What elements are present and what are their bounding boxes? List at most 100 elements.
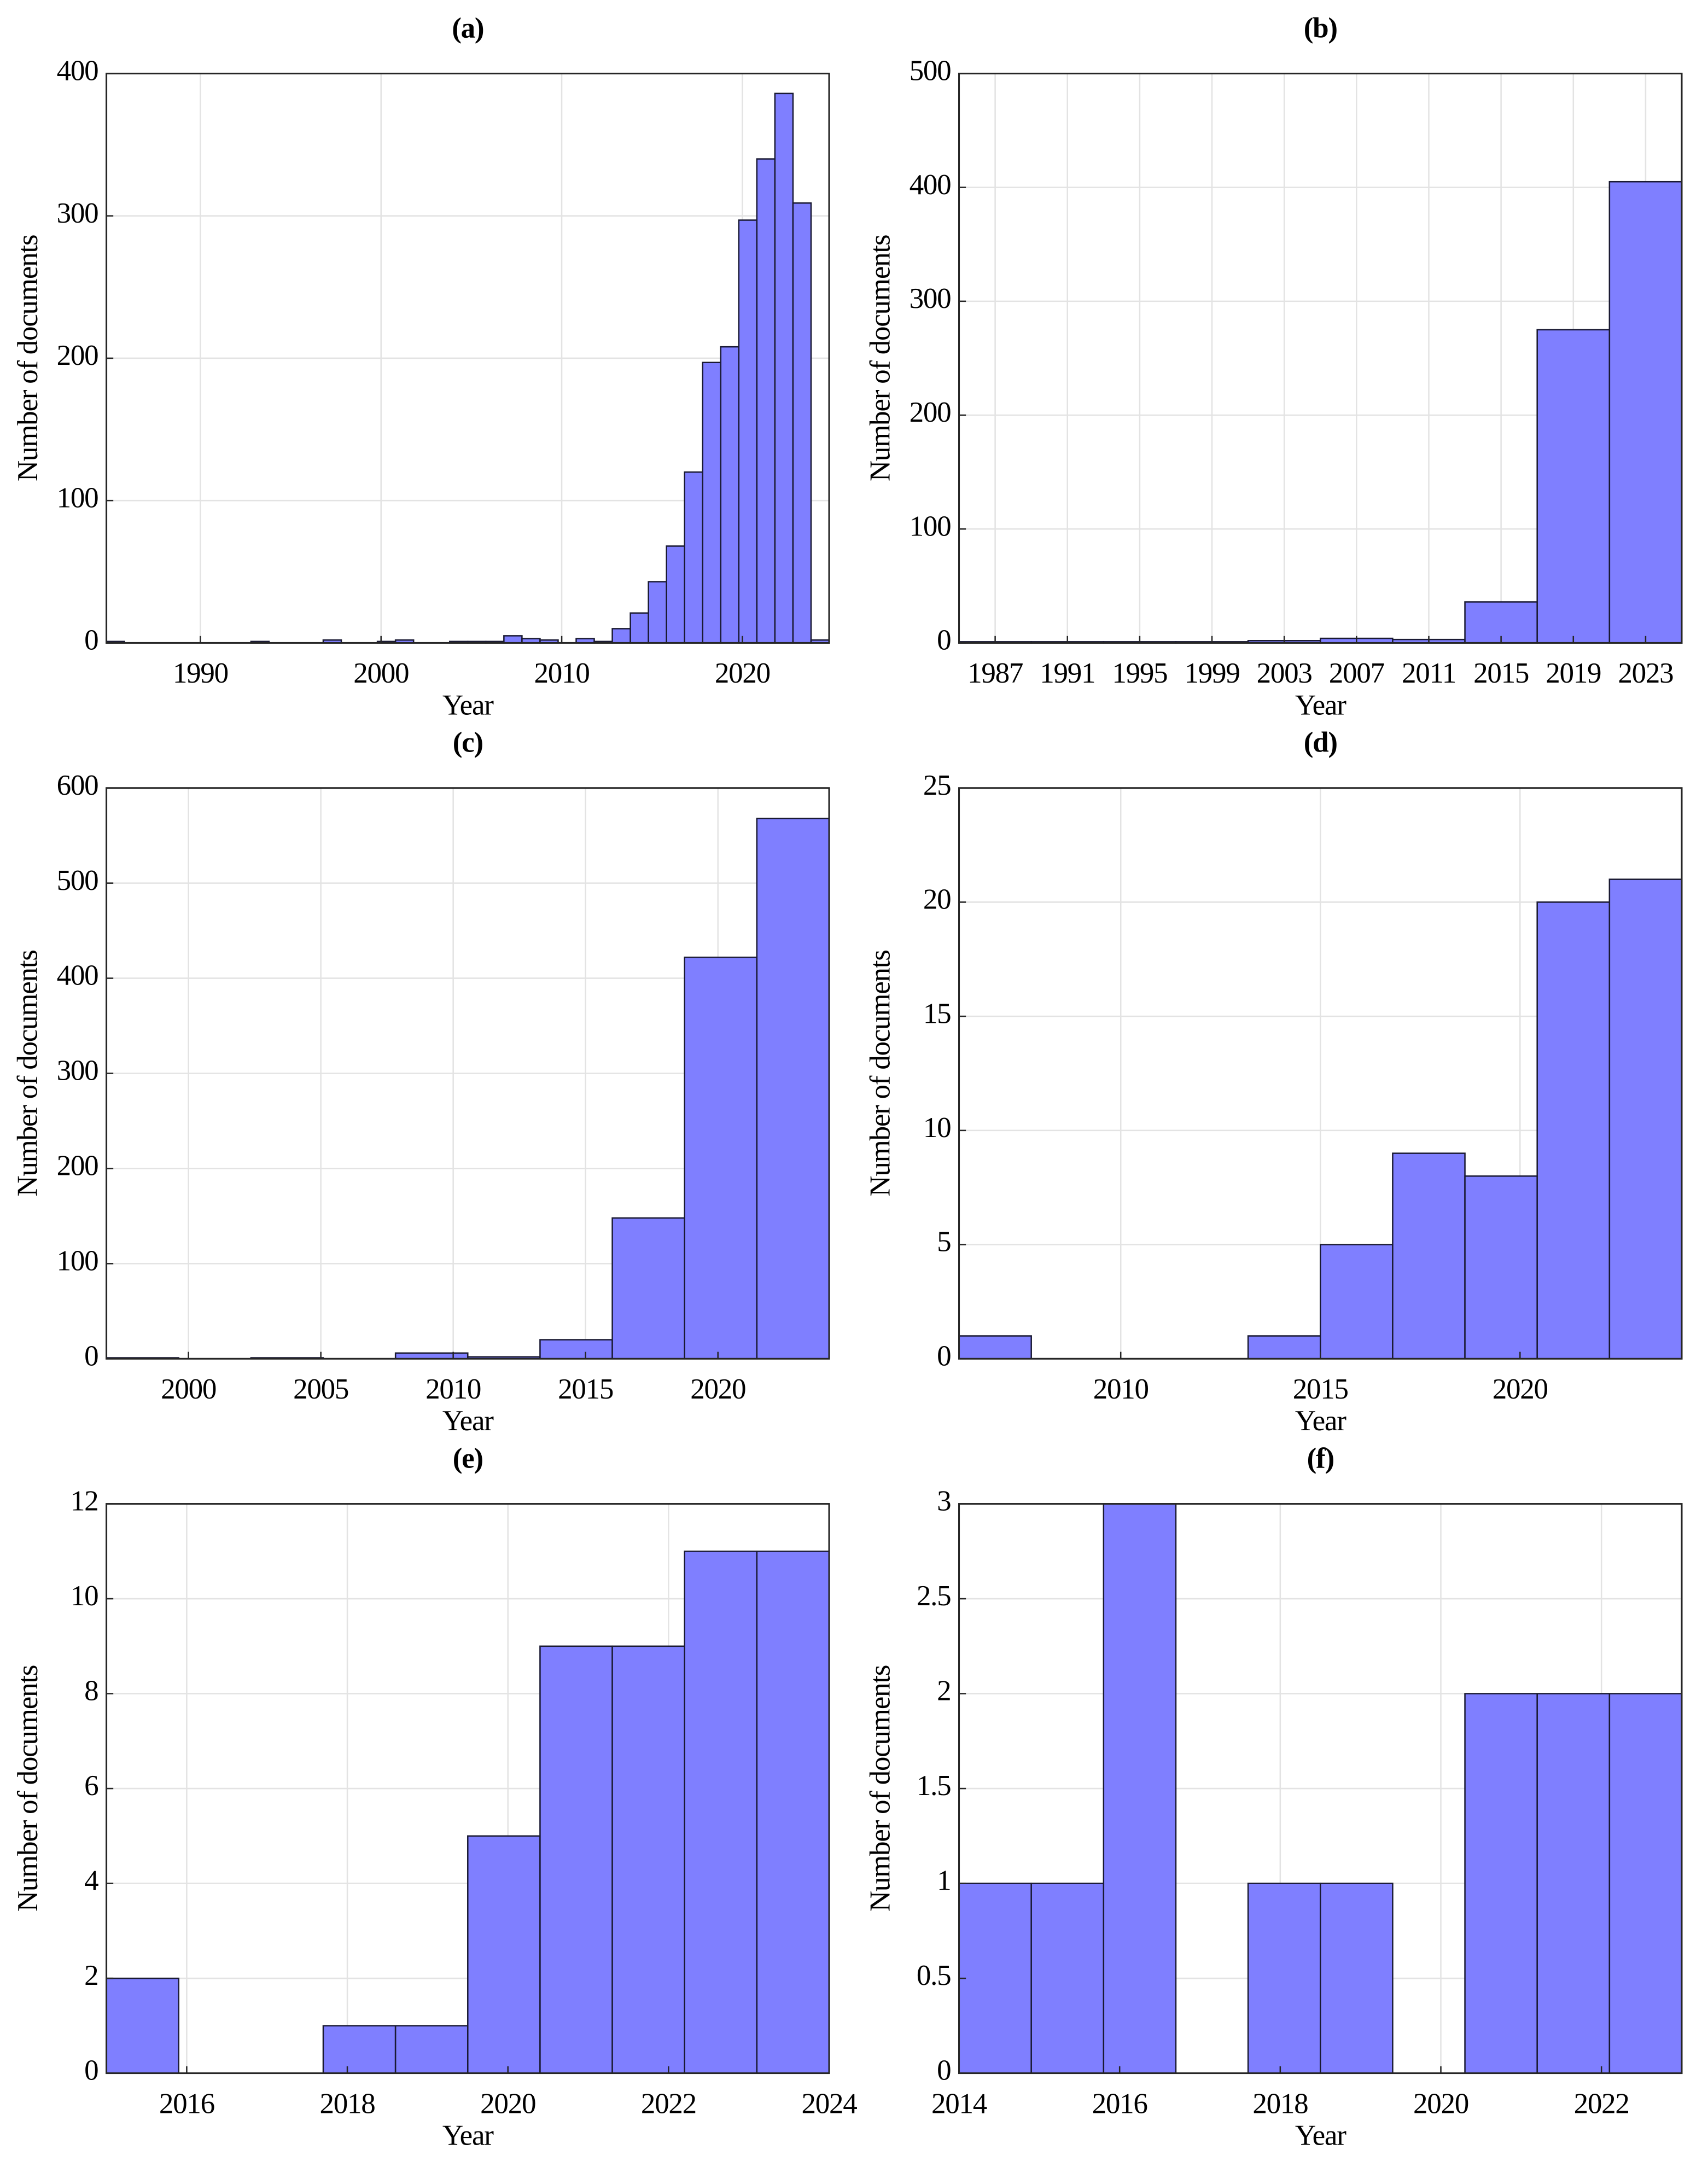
x-tick-label: 2015 — [1473, 657, 1529, 689]
y-tick-label: 1 — [937, 1865, 951, 1897]
panel: 2014 2016 2018 2020 2022 0 0.5 1 1.5 2 2.5 3 (f) Year… — [865, 1442, 1683, 2151]
bar — [1536, 901, 1611, 1360]
bar — [1536, 1693, 1611, 2074]
bar — [666, 545, 685, 644]
y-tick-label: 100 — [57, 1245, 98, 1277]
x-tick-label: 2010 — [1093, 1373, 1149, 1405]
y-tick-label: 15 — [923, 998, 951, 1029]
panel: 1990 2000 2010 2020 0 100 200 300 400 (a) Year Numb… — [12, 12, 830, 721]
bar — [611, 1645, 685, 2074]
bar — [720, 346, 740, 644]
x-axis-label: Year — [442, 2119, 494, 2151]
x-tick-label: 2020 — [690, 1373, 745, 1405]
panel: 2000 2005 2010 2015 2020 0 100 200 300 400 500 600 (… — [12, 727, 830, 1437]
y-tick-label: 600 — [57, 770, 98, 801]
bar — [503, 635, 523, 644]
y-tick-label: 6 — [84, 1770, 98, 1802]
bar — [1319, 1244, 1394, 1360]
panel: 1987 1991 1995 1999 2003 2007 2011 2015 2019 2023… — [865, 12, 1683, 721]
bar — [1247, 1883, 1321, 2074]
bar — [684, 957, 758, 1360]
y-tick-label: 100 — [57, 482, 98, 514]
x-axis-label: Year — [1295, 689, 1346, 721]
chart-title: (f) — [1307, 1442, 1334, 1474]
x-tick-label: 2000 — [353, 657, 409, 689]
x-tick-label: 2016 — [159, 2088, 214, 2119]
x-tick-label: 1987 — [967, 657, 1023, 689]
bar — [702, 362, 722, 644]
bar — [1030, 1883, 1105, 2074]
x-tick-label: 2015 — [558, 1373, 613, 1405]
x-tick-label: 2020 — [1413, 2088, 1468, 2119]
x-axis-label: Year — [442, 1405, 494, 1437]
x-tick-label: 1995 — [1112, 657, 1167, 689]
x-tick-label: 2020 — [1493, 1373, 1548, 1405]
bar — [648, 581, 667, 644]
x-tick-label: 1999 — [1185, 657, 1240, 689]
x-tick-label: 2019 — [1546, 657, 1601, 689]
x-tick-label: 1990 — [173, 657, 228, 689]
bar — [684, 1551, 758, 2074]
y-tick-label: 500 — [57, 865, 98, 896]
bar — [1464, 1175, 1538, 1360]
bar — [1464, 1693, 1538, 2074]
y-tick-label: 0 — [84, 625, 98, 656]
y-tick-label: 400 — [910, 169, 951, 201]
y-tick-label: 10 — [923, 1112, 951, 1144]
y-tick-label: 0.5 — [917, 1960, 951, 1991]
x-tick-label: 2018 — [320, 2088, 375, 2119]
bar — [1103, 1503, 1177, 2074]
y-tick-label: 300 — [57, 197, 98, 229]
x-tick-label: 2015 — [1293, 1373, 1348, 1405]
bar — [539, 1645, 613, 2074]
y-tick-label: 3 — [937, 1485, 951, 1517]
bar — [792, 202, 812, 644]
y-tick-label: 1.5 — [917, 1770, 951, 1802]
bar — [738, 219, 758, 644]
bar — [394, 2025, 469, 2074]
bar — [106, 1977, 179, 2074]
bar — [1608, 1693, 1683, 2074]
y-tick-label: 0 — [937, 625, 951, 656]
y-tick-label: 8 — [84, 1675, 98, 1707]
x-tick-label: 2010 — [534, 657, 590, 689]
bar — [774, 92, 794, 644]
x-tick-label: 2022 — [1574, 2088, 1629, 2119]
bar — [1536, 329, 1611, 644]
bar — [756, 158, 776, 644]
bar — [958, 1335, 1032, 1360]
x-tick-label: 2018 — [1252, 2088, 1308, 2119]
y-tick-label: 2 — [84, 1960, 98, 1991]
bar — [1319, 1883, 1394, 2074]
x-tick-label: 2000 — [161, 1373, 216, 1405]
bar — [611, 1217, 685, 1360]
x-axis-label: Year — [442, 689, 494, 721]
y-tick-label: 4 — [84, 1865, 98, 1897]
y-tick-label: 200 — [57, 1150, 98, 1182]
bar — [1247, 1335, 1321, 1360]
y-tick-label: 200 — [57, 340, 98, 371]
y-axis-label: Number of documents — [12, 235, 44, 481]
bar — [958, 1883, 1032, 2074]
y-tick-label: 10 — [71, 1580, 98, 1612]
y-tick-label: 200 — [910, 397, 951, 428]
y-axis-label: Number of documents — [865, 1665, 896, 1912]
chart-title: (d) — [1304, 727, 1337, 759]
bar — [1608, 878, 1683, 1360]
x-tick-label: 2010 — [425, 1373, 481, 1405]
y-tick-label: 0 — [84, 2055, 98, 2087]
y-tick-label: 300 — [57, 1055, 98, 1087]
y-tick-label: 0 — [937, 2055, 951, 2087]
x-axis-label: Year — [1295, 1405, 1346, 1437]
bar — [539, 1339, 613, 1360]
y-axis-label: Number of documents — [12, 1665, 44, 1912]
bar — [684, 471, 704, 644]
x-tick-label: 2024 — [801, 2088, 857, 2119]
x-tick-label: 1991 — [1040, 657, 1095, 689]
y-tick-label: 12 — [71, 1485, 98, 1517]
bar — [1608, 180, 1683, 644]
bar — [1464, 601, 1538, 644]
x-tick-label: 2023 — [1618, 657, 1673, 689]
panel: 2016 2018 2020 2022 2024 0 2 4 6 8 10 12 (e) Year Numb… — [12, 1442, 858, 2151]
